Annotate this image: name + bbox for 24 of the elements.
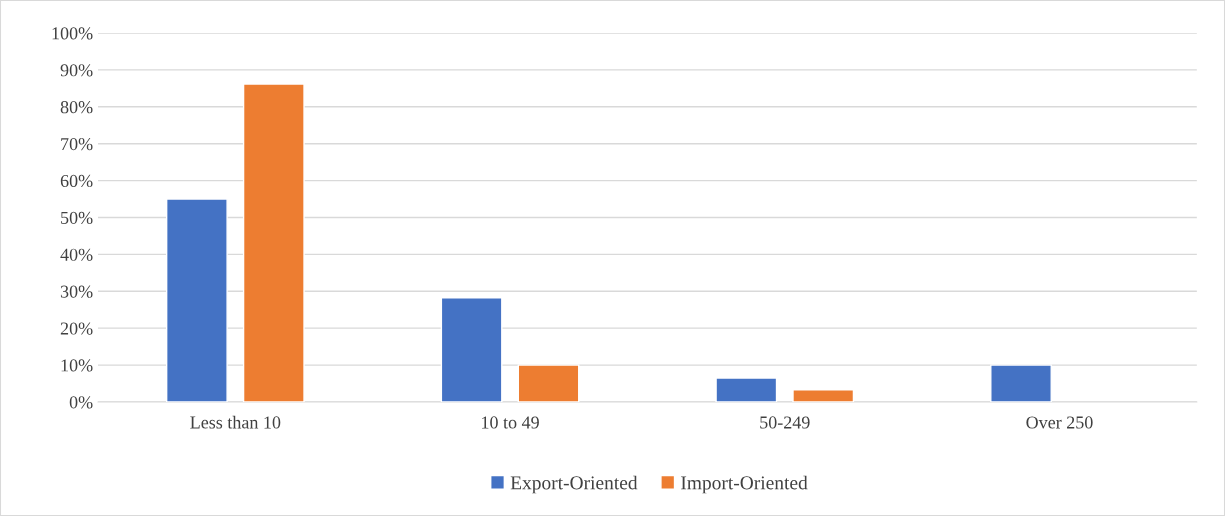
x-tick-label: 50-249 xyxy=(760,416,810,429)
legend-label: Import-Oriented xyxy=(681,475,808,494)
y-tick-label: 10% xyxy=(61,359,93,372)
y-tick-label: 30% xyxy=(60,285,93,298)
x-tick-label: Less than 10 xyxy=(190,415,281,429)
y-tick-label: 0% xyxy=(69,396,93,409)
x-tick-label: 10 to 49 xyxy=(482,416,539,429)
bar xyxy=(715,377,778,402)
y-tick-label: 90% xyxy=(60,64,93,77)
x-tick-label: Over 250 xyxy=(1026,416,1093,429)
bar xyxy=(242,83,305,402)
y-tick-label: 100% xyxy=(52,27,93,40)
legend-label: Export-Oriented xyxy=(510,475,638,494)
y-tick-label: 50% xyxy=(61,211,93,224)
y-tick-label: 80% xyxy=(60,101,93,114)
bar xyxy=(990,364,1052,402)
y-tick-label: 60% xyxy=(60,174,93,188)
bar xyxy=(440,297,503,402)
bar xyxy=(792,389,855,402)
y-tick-label: 70% xyxy=(61,137,93,151)
bar xyxy=(517,364,580,402)
y-tick-label: 40% xyxy=(60,248,93,261)
bar xyxy=(165,198,228,402)
y-tick-label: 20% xyxy=(60,322,93,335)
